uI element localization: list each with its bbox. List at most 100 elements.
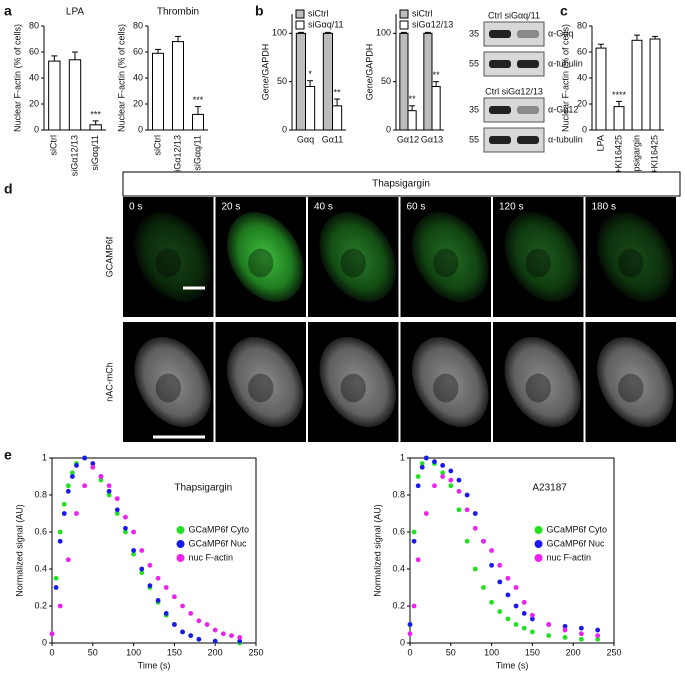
data-point <box>163 611 169 616</box>
panel-label: c <box>560 3 568 19</box>
panel-label: a <box>4 3 12 19</box>
y-tick-label: 20 <box>133 98 143 108</box>
cell <box>227 212 304 302</box>
data-point <box>423 455 429 461</box>
x-tick-label: Gα13 <box>421 134 443 144</box>
y-tick-label: 100 <box>376 28 391 38</box>
legend-marker <box>176 540 185 548</box>
blot-band <box>489 136 511 144</box>
bar <box>431 86 441 131</box>
data-point <box>595 627 601 633</box>
data-point <box>530 612 535 618</box>
data-point <box>114 507 120 513</box>
cell <box>134 337 212 427</box>
x-tick-label: 100 <box>484 647 499 657</box>
x-tick-label: siGα12/13 <box>69 135 79 176</box>
y-tick-label: 20 <box>577 98 587 108</box>
y-axis-label: Gene/GAPDH <box>260 44 270 101</box>
data-point <box>188 611 194 616</box>
cell <box>504 337 582 427</box>
cell <box>412 337 489 427</box>
panel-label: e <box>4 447 12 463</box>
data-point <box>123 525 128 531</box>
x-tick-label: siCtrl <box>49 135 59 156</box>
x-tick-label: Gα12 <box>397 134 419 144</box>
data-point <box>456 477 462 483</box>
data-point <box>578 625 584 631</box>
blot-band <box>517 106 539 114</box>
legend-label: siCtrl <box>308 8 329 18</box>
y-tick-label: 0 <box>400 637 405 647</box>
data-point <box>74 463 79 468</box>
data-point <box>172 622 177 627</box>
y-tick-label: 0.2 <box>392 600 405 610</box>
data-point <box>82 483 88 489</box>
nucleus <box>525 248 551 278</box>
nucleus <box>618 248 644 278</box>
significance: *** <box>193 95 204 105</box>
data-point <box>407 631 413 637</box>
data-point <box>57 538 63 544</box>
data-point <box>49 631 55 637</box>
y-tick-label: 0.4 <box>392 563 405 573</box>
chart-title: LPA <box>66 7 84 18</box>
data-point <box>163 585 169 590</box>
data-point <box>237 638 243 644</box>
legend-marker <box>176 554 185 562</box>
data-point <box>106 492 112 498</box>
plot-frame <box>51 457 257 644</box>
legend-swatch <box>399 9 409 19</box>
data-point <box>505 592 511 598</box>
data-point <box>61 501 67 507</box>
data-point <box>57 603 63 609</box>
data-point <box>82 455 88 461</box>
blot-marker: 35 <box>469 28 479 38</box>
y-tick-label: 50 <box>381 76 391 86</box>
y-tick-label: 40 <box>577 72 587 82</box>
legend-marker <box>176 526 185 534</box>
significance: **** <box>612 90 627 100</box>
bar <box>332 105 343 131</box>
bar <box>595 47 607 131</box>
cell <box>319 337 397 427</box>
bar <box>322 32 334 131</box>
y-tick-label: 0.4 <box>34 563 47 573</box>
data-point <box>448 483 454 489</box>
data-point <box>65 483 71 489</box>
legend-label: GCaMP6f Nuc <box>547 538 606 548</box>
legend-label: nuc F-actin <box>189 552 234 562</box>
data-point <box>415 557 421 563</box>
nucleus <box>433 248 459 278</box>
legend-label: GCaMP6f Cyto <box>547 524 608 534</box>
data-point <box>472 566 478 572</box>
data-point <box>123 514 128 520</box>
data-point <box>114 511 120 516</box>
data-point <box>70 470 75 476</box>
data-point <box>147 583 153 589</box>
data-point <box>106 488 112 494</box>
data-point <box>505 616 511 622</box>
legend-marker <box>534 540 543 548</box>
data-point <box>464 507 470 513</box>
data-point <box>448 468 454 474</box>
data-point <box>464 538 470 544</box>
bar <box>48 60 61 131</box>
data-point <box>456 488 462 494</box>
blot-band <box>489 60 511 68</box>
nucleus <box>340 248 366 278</box>
data-point <box>521 625 527 631</box>
nucleus <box>618 373 644 403</box>
data-point <box>497 562 503 568</box>
data-point <box>188 633 194 638</box>
nucleus <box>248 373 274 403</box>
data-point <box>513 603 519 609</box>
data-point <box>481 538 486 544</box>
nucleus <box>155 248 181 278</box>
data-point <box>123 529 128 535</box>
data-point <box>98 474 104 479</box>
y-axis-label: Gene/GAPDH <box>364 44 374 101</box>
y-axis-label: Nuclear F-actin (% of cells) <box>12 24 22 132</box>
blot-band <box>489 30 511 38</box>
significance: * <box>308 69 312 79</box>
